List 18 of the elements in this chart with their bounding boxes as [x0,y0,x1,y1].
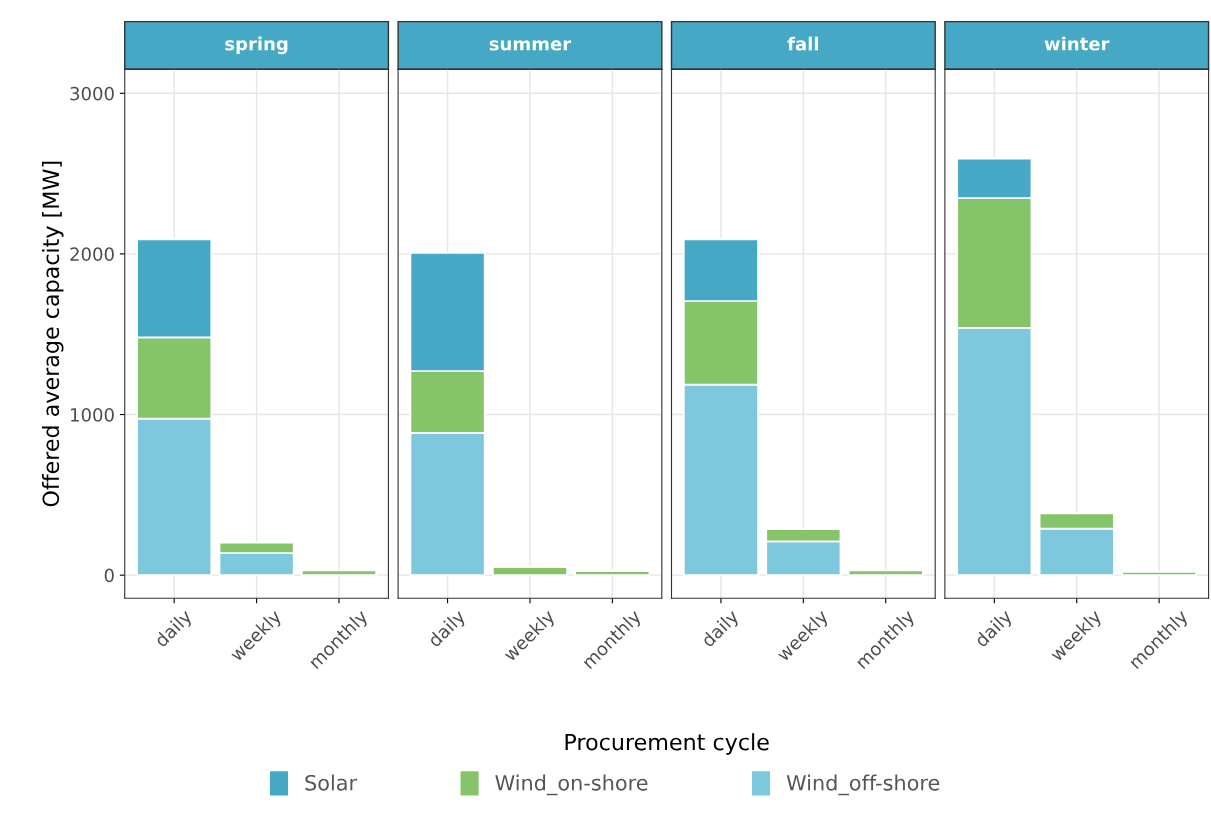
y-tick-label: 1000 [71,407,114,422]
chart-title: spring [225,36,288,55]
legend-label: Solar [305,774,358,791]
y-tick-label: 3000 [70,86,114,101]
chart-title: winter [1044,36,1110,51]
chart-title: fall [787,36,819,51]
chart-title: summer [489,40,572,51]
legend-label: Wind_off-shore [786,774,940,796]
bar [492,566,568,576]
bar [1121,571,1198,576]
x-axis-title: Procurement cycle [565,733,769,755]
legend-label: Wind_on-shore [495,774,648,796]
y-axis-title: Offered average capacity [MW] [42,161,64,507]
bar [574,570,651,576]
bar [301,569,377,576]
bar [847,569,924,576]
y-tick-label: 0 [104,568,114,583]
y-tick-label: 2000 [70,247,114,262]
